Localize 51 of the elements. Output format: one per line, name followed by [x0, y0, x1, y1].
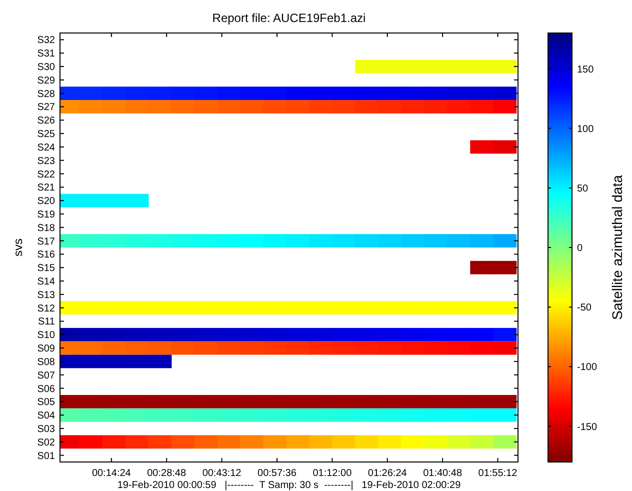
y-tick-label: S10 — [37, 330, 56, 342]
color-bar-title: Satellite azimuthal data — [609, 174, 625, 320]
y-tick-label: S13 — [37, 290, 56, 301]
color-bar-label: 50 — [577, 183, 589, 194]
color-bar-label: 0 — [577, 243, 583, 254]
y-tick-label: S16 — [37, 250, 56, 261]
y-tick-label: S08 — [37, 356, 56, 368]
y-tick-label: S21 — [37, 182, 56, 194]
y-tick-label: S25 — [37, 129, 56, 140]
y-tick-label: S07 — [37, 370, 56, 382]
x-tick-label: 01:55:12 — [478, 468, 518, 479]
color-bar-label: 150 — [577, 64, 594, 76]
x-tick-label: 01:12:00 — [312, 468, 352, 479]
x-tick-label: 00:43:12 — [202, 468, 242, 479]
y-tick-label: S23 — [37, 156, 56, 167]
y-tick-label: S04 — [37, 410, 56, 422]
y-tick-label: S27 — [37, 102, 56, 114]
color-bar-label: -50 — [577, 302, 592, 314]
y-axis-title: svs — [11, 238, 25, 256]
y-tick-label: S14 — [37, 276, 56, 288]
y-tick-label: S32 — [37, 35, 56, 46]
y-tick-label: S18 — [37, 222, 56, 234]
y-tick-label: S24 — [37, 142, 56, 154]
x-axis-title: 19-Feb-2010 00:00:59 |-------- T Samp: 30 s --------| 19-Feb-2010 02:00:29 — [117, 480, 462, 491]
x-tick-label: 00:14:24 — [92, 468, 132, 479]
y-tick-label: S19 — [37, 209, 56, 220]
y-tick-label: S17 — [37, 236, 56, 248]
y-tick-label: S02 — [37, 437, 56, 448]
y-tick-label: S06 — [37, 384, 56, 395]
y-tick-label: S22 — [37, 169, 56, 180]
chart-title: Report file: AUCE19Feb1.azi — [212, 11, 366, 25]
y-tick-label: S28 — [37, 88, 56, 100]
color-bar-label: -150 — [577, 422, 598, 433]
y-tick-label: S31 — [37, 48, 56, 60]
y-tick-label: S05 — [37, 397, 56, 408]
color-bar-label: 100 — [577, 124, 594, 135]
x-tick-label: 00:28:48 — [147, 468, 186, 479]
y-tick-label: S09 — [37, 344, 56, 355]
y-tick-label: S26 — [37, 116, 56, 127]
y-tick-label: S03 — [37, 424, 56, 435]
y-tick-label: S12 — [37, 303, 56, 314]
x-tick-label: 01:26:24 — [368, 468, 408, 479]
y-tick-label: S29 — [37, 75, 56, 86]
x-tick-label: 01:40:48 — [423, 468, 462, 479]
y-tick-label: S30 — [37, 62, 56, 74]
y-tick-label: S20 — [37, 196, 56, 208]
x-tick-label: 00:57:36 — [258, 468, 297, 479]
color-bar-label: -100 — [577, 362, 598, 374]
y-tick-label: S01 — [37, 450, 56, 462]
y-tick-label: S11 — [38, 316, 56, 328]
y-tick-label: S15 — [37, 263, 56, 274]
